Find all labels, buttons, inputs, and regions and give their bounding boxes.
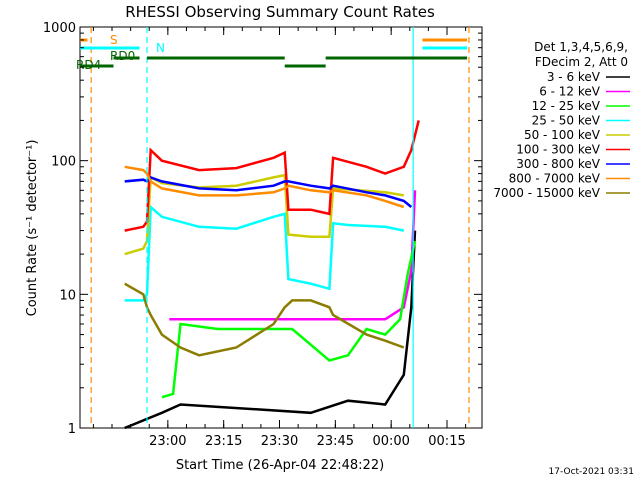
marker-layer: S N RD0 RD4	[76, 27, 470, 428]
legend-entry-label-8: 7000 - 15000 keV	[493, 186, 600, 200]
plot-area	[79, 26, 483, 429]
series-line-7	[124, 165, 405, 209]
series-line-5	[124, 120, 420, 232]
x-tick-label: 23:15	[205, 434, 242, 449]
y-tick-label: 1000	[43, 21, 76, 36]
marker-n-label: N	[156, 41, 165, 55]
legend-entry-label-3: 25 - 50 keV	[532, 114, 601, 128]
legend: Det 1,3,4,5,6,9, FDecim 2, Att 0 3 - 6 k…	[493, 40, 630, 200]
y-tick-label: 10	[59, 288, 76, 303]
x-tick-label: 00:15	[428, 434, 465, 449]
marker-rd4-label: RD4	[76, 58, 101, 72]
legend-entry-label-4: 50 - 100 keV	[524, 128, 601, 142]
series-line-8	[124, 282, 405, 357]
axis-layer: 1 10 100 1000 23:00 23:15 23:30 23:45 00:00 00:15	[43, 21, 482, 449]
legend-header-line-2: FDecim 2, Att 0	[535, 55, 628, 69]
series-line-3	[124, 204, 405, 302]
series-layer	[124, 120, 420, 430]
series-line-1	[169, 190, 417, 321]
y-axis-label: Count Rate (s⁻¹ detector⁻¹)	[25, 140, 40, 317]
legend-entry-label-0: 3 - 6 keV	[547, 70, 601, 84]
series-line-0	[124, 230, 417, 430]
legend-entry-label-6: 300 - 800 keV	[516, 157, 600, 171]
x-tick-label: 23:30	[261, 434, 298, 449]
x-axis-label: Start Time (26-Apr-04 22:48:22)	[176, 458, 384, 473]
legend-entry-label-2: 12 - 25 keV	[532, 99, 601, 113]
legend-entry-label-7: 800 - 7000 keV	[509, 172, 601, 186]
legend-entry-label-5: 100 - 300 keV	[516, 143, 600, 157]
x-tick-label: 00:00	[372, 434, 409, 449]
legend-header-line-1: Det 1,3,4,5,6,9,	[534, 40, 628, 54]
series-line-2	[161, 240, 417, 399]
marker-s-label: S	[110, 33, 118, 47]
legend-entry-label-1: 6 - 12 keV	[539, 85, 601, 99]
y-tick-label: 1	[68, 422, 76, 437]
marker-rd0-label: RD0	[110, 49, 135, 63]
timestamp: 17-Oct-2021 03:31	[549, 467, 634, 477]
x-tick-label: 23:00	[149, 434, 186, 449]
y-tick-label: 100	[51, 155, 76, 170]
chart-title: RHESSI Observing Summary Count Rates	[125, 3, 435, 21]
x-tick-label: 23:45	[317, 434, 354, 449]
